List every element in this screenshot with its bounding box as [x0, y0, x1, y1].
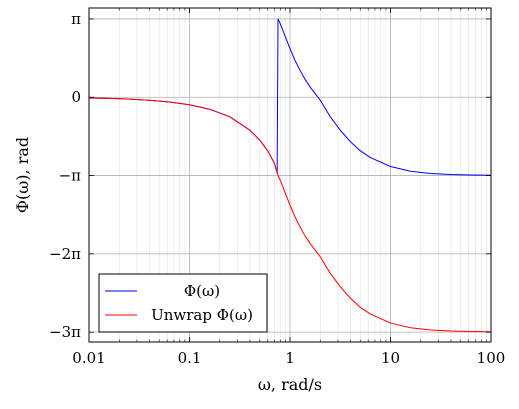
series-layer [88, 18, 492, 333]
ticks [88, 8, 492, 342]
x-tick-label: 10 [381, 349, 400, 367]
y-axis-label: Φ(ω), rad [13, 137, 32, 213]
x-tick-label: 0.1 [178, 349, 202, 367]
legend-label-unwrap: Unwrap Φ(ω) [151, 306, 253, 324]
legend-box [98, 273, 268, 333]
x-tick-label: 0.01 [72, 349, 105, 367]
y-tick-label: −π [59, 167, 82, 185]
y-tick-label: π [71, 10, 81, 28]
x-tick-label: 100 [477, 349, 506, 367]
legend: Φ(ω) Unwrap Φ(ω) [98, 273, 268, 333]
tick-labels: 0.01 0.1 1 10 100 π 0 −π −2π −3π [49, 10, 505, 367]
y-tick-label: −2π [49, 245, 81, 263]
x-axis-label: ω, rad/s [258, 375, 322, 394]
y-tick-label: 0 [71, 88, 81, 106]
legend-label-phase: Φ(ω) [184, 282, 220, 300]
series-line-unwrap [88, 97, 492, 333]
y-tick-label: −3π [49, 323, 81, 341]
x-tick-label: 1 [285, 349, 295, 367]
